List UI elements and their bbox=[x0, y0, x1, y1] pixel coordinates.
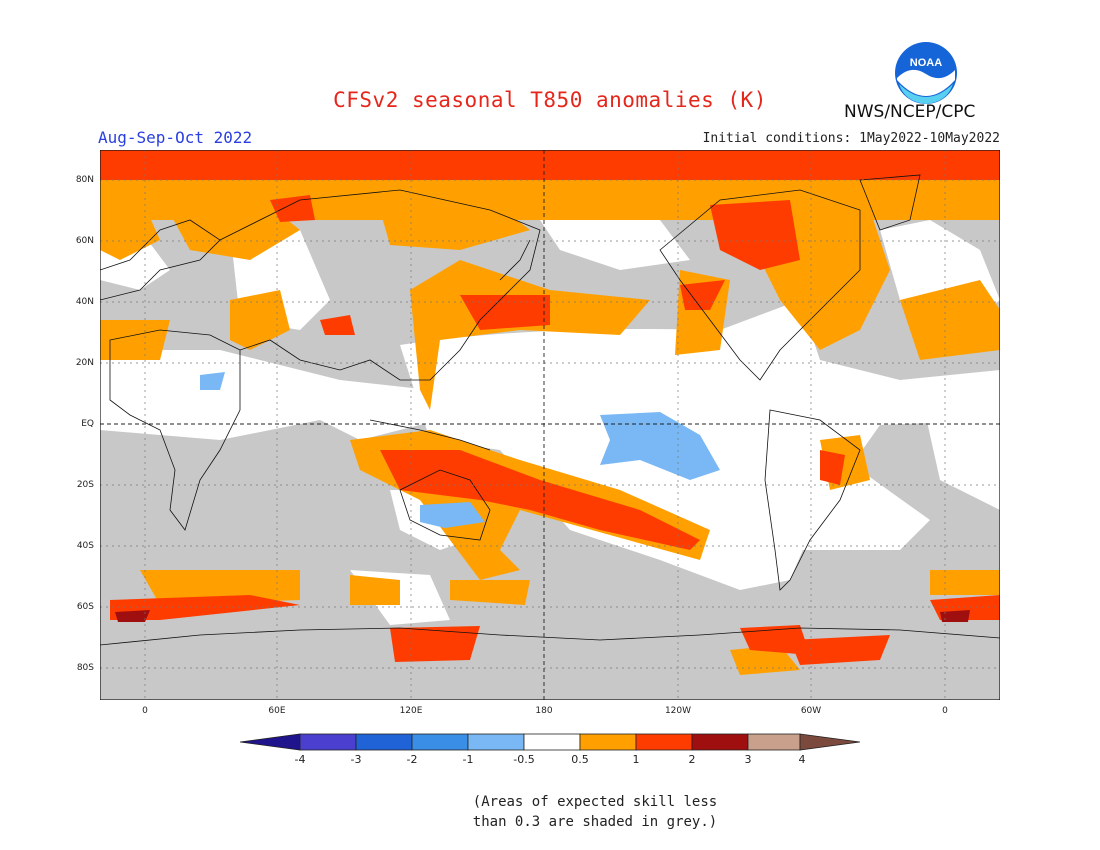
colorbar-label: 4 bbox=[798, 753, 806, 766]
colorbar-arrow-low bbox=[239, 733, 301, 751]
colorbar-swatch bbox=[523, 733, 581, 751]
colorbar-label: -2 bbox=[406, 753, 418, 766]
agency-label: NWS/NCEP/CPC bbox=[844, 102, 976, 122]
colorbar-swatch bbox=[691, 733, 749, 751]
anomaly-map bbox=[99, 149, 1001, 701]
lat-label: 20N bbox=[75, 358, 94, 368]
lon-label: 0 bbox=[942, 706, 948, 716]
logo-text: NOAA bbox=[910, 57, 942, 69]
lon-label: 120W bbox=[664, 706, 692, 716]
lat-label: 60S bbox=[76, 602, 94, 612]
map-title: CFSv2 seasonal T850 anomalies (K) bbox=[333, 88, 767, 112]
anomaly-1-2 bbox=[100, 150, 1000, 665]
lon-label: 180 bbox=[535, 706, 553, 716]
skill-note-line1: (Areas of expected skill less bbox=[472, 794, 718, 810]
lon-label: 60W bbox=[800, 706, 822, 716]
colorbar-label: 0.5 bbox=[571, 753, 589, 766]
lon-label: 0 bbox=[142, 706, 148, 716]
noaa-logo: NOAA bbox=[893, 40, 959, 106]
anomaly-neg-0.5-neg-1 bbox=[200, 372, 720, 528]
colorbar-label: -4 bbox=[294, 753, 306, 766]
lat-label: 80N bbox=[75, 175, 94, 185]
lat-label: 40S bbox=[76, 541, 94, 551]
lon-label: 60E bbox=[268, 706, 286, 716]
equator-dateline bbox=[100, 150, 1000, 700]
colorbar-swatch bbox=[747, 733, 801, 751]
lon-label: 120E bbox=[399, 706, 423, 716]
colorbar-arrow-high bbox=[799, 733, 861, 751]
colorbar-label: 1 bbox=[632, 753, 640, 766]
colorbar-swatch bbox=[299, 733, 357, 751]
coastlines bbox=[99, 174, 1001, 646]
colorbar-swatch bbox=[355, 733, 413, 751]
colorbar-label: -0.5 bbox=[513, 753, 535, 766]
colorbar bbox=[239, 733, 861, 751]
lat-label: 20S bbox=[76, 480, 94, 490]
skill-note-line2: than 0.3 are shaded in grey.) bbox=[472, 814, 718, 830]
colorbar-label: -1 bbox=[462, 753, 474, 766]
initial-conditions-label: Initial conditions: 1May2022-10May2022 bbox=[702, 131, 1000, 146]
lat-label: EQ bbox=[81, 419, 94, 429]
colorbar-swatch bbox=[579, 733, 637, 751]
anomaly-2-3 bbox=[115, 610, 970, 622]
season-label: Aug-Sep-Oct 2022 bbox=[98, 128, 253, 147]
lat-label: 80S bbox=[76, 663, 94, 673]
colorbar-swatch bbox=[635, 733, 693, 751]
colorbar-swatch bbox=[411, 733, 469, 751]
colorbar-label: 2 bbox=[688, 753, 696, 766]
colorbar-label: -3 bbox=[350, 753, 362, 766]
colorbar-label: 3 bbox=[744, 753, 752, 766]
lat-label: 40N bbox=[75, 297, 94, 307]
graticule bbox=[100, 150, 1000, 700]
skill-note: (Areas of expected skill less than 0.3 a… bbox=[0, 792, 1100, 832]
colorbar-swatch bbox=[467, 733, 525, 751]
lat-label: 60N bbox=[75, 236, 94, 246]
